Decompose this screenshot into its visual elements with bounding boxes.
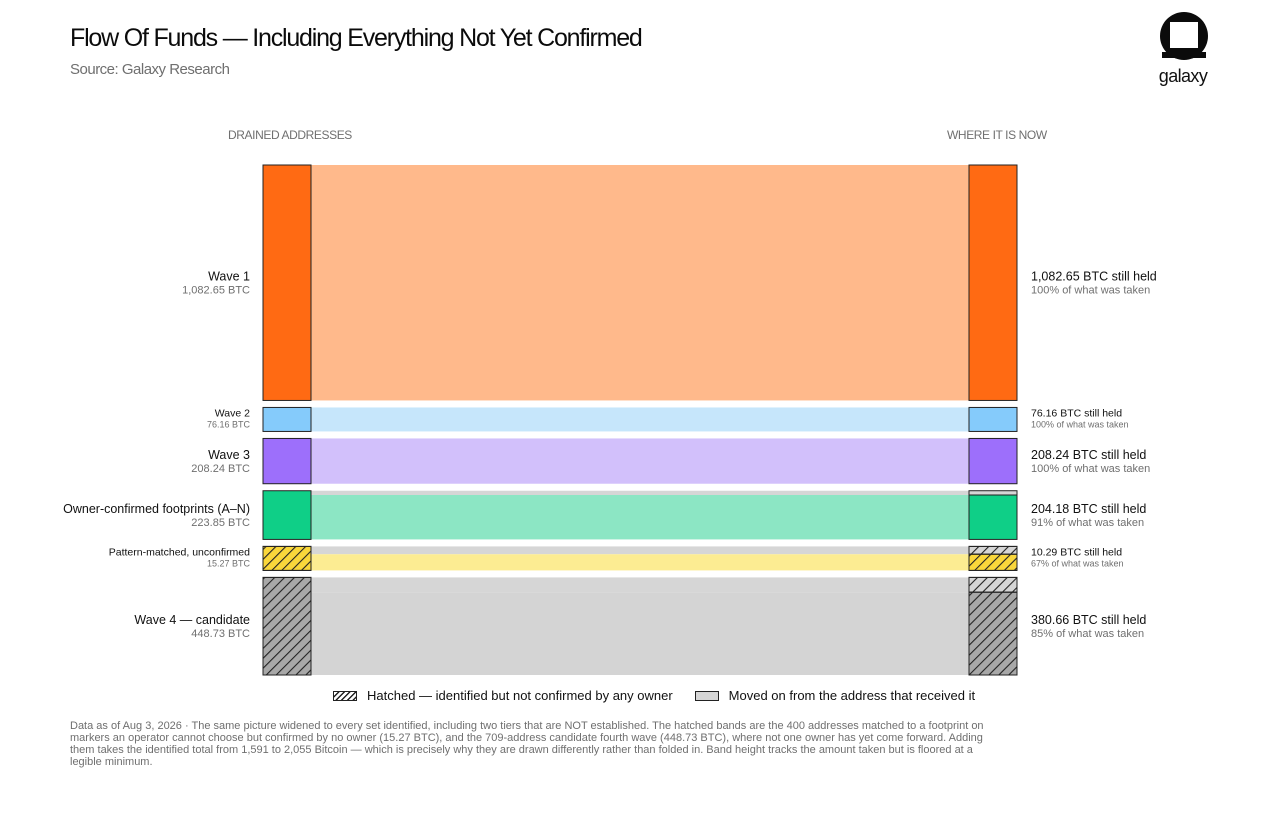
node-6-moved-band [311, 577, 969, 593]
node-4-source-bar [262, 490, 312, 540]
node-5-taken-label: 15.27 BTC [207, 558, 251, 568]
node-5-moved-band [311, 546, 969, 555]
node-4-pct-label: 91% of what was taken [1031, 517, 1144, 529]
node-3-held-band [311, 438, 969, 484]
node-4-taken-label: 223.85 BTC [191, 517, 250, 529]
node-4-held-band [311, 495, 969, 540]
node-6-pct-label: 85% of what was taken [1031, 628, 1144, 640]
hatched-swatch-icon [333, 690, 357, 701]
node-6-held-label: 380.66 BTC still held [1031, 613, 1146, 627]
node-4-moved-band [311, 490, 969, 496]
legend-item-hatched: Hatched — identified but not confirmed b… [333, 688, 673, 703]
node-5-held-band [311, 554, 969, 571]
node-5-source-hatch [262, 545, 312, 571]
node-2-name-label: Wave 2 [215, 407, 250, 419]
legend-item-moved: Moved on from the address that received … [694, 688, 976, 703]
legend: Hatched — identified but not confirmed b… [333, 688, 997, 703]
node-6-moved-hatch [968, 576, 1018, 593]
node-4-held-bar [968, 494, 1018, 540]
galaxy-logo-icon [1160, 12, 1208, 60]
chart-subtitle: Source: Galaxy Research [70, 61, 230, 78]
node-1-taken-label: 1,082.65 BTC [182, 285, 250, 297]
brand-name: galaxy [1158, 66, 1208, 86]
node-4-name-label: Owner-confirmed footprints (A–N) [63, 502, 250, 516]
node-6-source-hatch [262, 576, 312, 676]
node-2-held-bar [968, 406, 1018, 432]
chart-title: Flow Of Funds — Including Everything Not… [70, 24, 643, 52]
node-3-pct-label: 100% of what was taken [1031, 463, 1150, 475]
node-1-held-bar [968, 164, 1018, 401]
node-6-held-hatch [968, 591, 1018, 676]
node-4-moved-bar [968, 490, 1018, 496]
node-1-held-band [311, 165, 969, 401]
node-3-held-label: 208.24 BTC still held [1031, 448, 1146, 462]
node-6-taken-label: 448.73 BTC [191, 628, 250, 640]
node-5-moved-hatch [968, 545, 1018, 555]
node-2-pct-label: 100% of what was taken [1031, 419, 1129, 429]
node-6-name-label: Wave 4 — candidate [134, 613, 250, 627]
left-column-header: DRAINED ADDRESSES [228, 128, 352, 142]
legend-moved-label: Moved on from the address that received … [728, 688, 976, 703]
sankey-chart: Wave 11,082.65 BTC 1,082.65 BTC still hel… [63, 164, 1157, 676]
node-5-held-label: 10.29 BTC still held [1031, 546, 1122, 558]
node-1-name-label: Wave 1 [208, 270, 250, 284]
node-1-held-label: 1,082.65 BTC still held [1031, 270, 1157, 284]
right-column-header: WHERE IT IS NOW [947, 128, 1047, 142]
footnote: Data as of Aug 3, 2026 · The same pictur… [70, 720, 984, 768]
node-3-taken-label: 208.24 BTC [191, 463, 250, 475]
node-5-held-hatch [968, 553, 1018, 571]
node-5-pct-label: 67% of what was taken [1031, 558, 1124, 568]
node-5-name-label: Pattern-matched, unconfirmed [109, 546, 250, 558]
node-2-held-band [311, 407, 969, 432]
node-2-taken-label: 76.16 BTC [207, 419, 251, 429]
node-1-pct-label: 100% of what was taken [1031, 285, 1150, 297]
moved-swatch-icon [694, 690, 719, 701]
node-1-source-bar [262, 164, 312, 401]
node-3-source-bar [262, 437, 312, 485]
node-3-held-bar [968, 437, 1018, 485]
node-6-held-band [311, 592, 969, 675]
node-4-held-label: 204.18 BTC still held [1031, 502, 1146, 516]
node-2-source-bar [262, 406, 312, 432]
node-2-held-label: 76.16 BTC still held [1031, 407, 1122, 419]
legend-hatched-label: Hatched — identified but not confirmed b… [367, 688, 673, 703]
node-3-name-label: Wave 3 [208, 448, 250, 462]
